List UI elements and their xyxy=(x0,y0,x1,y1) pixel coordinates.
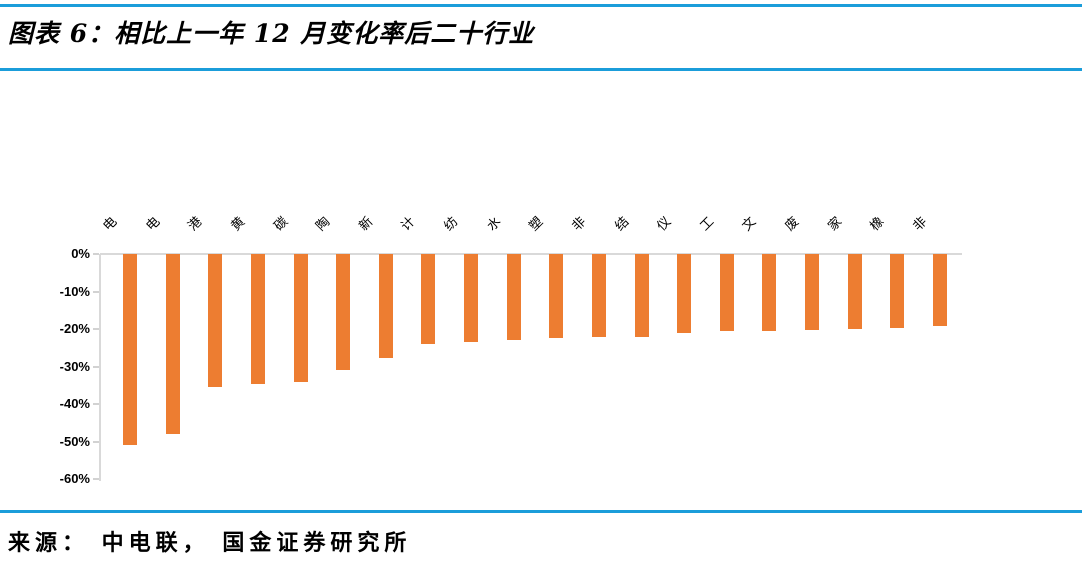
category-label: 工 xyxy=(696,213,717,234)
y-tick-label: -30% xyxy=(59,358,90,374)
bar xyxy=(165,254,180,434)
bar xyxy=(208,254,223,388)
source-note: 来源： 中电联， 国金证券研究所 xyxy=(8,530,412,556)
zero-baseline xyxy=(100,253,962,255)
category-label: 纺 xyxy=(440,213,461,234)
y-tick-label: -60% xyxy=(59,471,90,486)
category-label: 电 xyxy=(99,213,120,234)
title-divider xyxy=(0,68,1082,71)
y-tick-label: 0% xyxy=(71,246,90,261)
bar xyxy=(591,254,606,338)
bar xyxy=(549,254,564,338)
bar xyxy=(250,254,265,384)
bar xyxy=(719,254,734,332)
bar xyxy=(506,254,521,341)
bar xyxy=(677,254,692,333)
bar xyxy=(634,254,649,337)
category-label: 电 xyxy=(142,213,163,234)
y-tick-mark xyxy=(93,440,99,443)
y-tick-label: -20% xyxy=(59,321,90,336)
footer-divider xyxy=(0,510,1082,513)
category-label: 港 xyxy=(184,213,205,234)
y-tick-label: -40% xyxy=(59,396,90,411)
y-tick-mark xyxy=(93,478,99,480)
category-label: 仪 xyxy=(653,213,674,234)
category-label: 计 xyxy=(398,213,418,234)
chart-title: 图表 6：相比上一年 12 月变化率后二十行业 xyxy=(8,19,535,48)
category-label: 塑 xyxy=(526,213,546,234)
bar xyxy=(123,254,137,446)
y-tick-mark xyxy=(93,290,99,293)
y-tick-mark xyxy=(93,403,99,405)
category-label: 水 xyxy=(483,213,504,234)
y-tick-label: -10% xyxy=(59,283,90,299)
y-tick-label: -50% xyxy=(59,433,90,449)
category-label: 陶 xyxy=(312,213,333,234)
category-label: 黄 xyxy=(227,213,248,234)
category-label: 废 xyxy=(781,213,802,234)
bar xyxy=(762,254,777,331)
bar xyxy=(336,254,351,370)
y-tick-mark xyxy=(93,253,99,255)
category-label: 结 xyxy=(611,213,632,234)
category-label: 文 xyxy=(739,213,759,234)
category-label: 非 xyxy=(909,213,930,234)
bar xyxy=(847,254,862,329)
category-label: 碳 xyxy=(270,213,291,234)
bar xyxy=(293,254,308,382)
bar xyxy=(378,254,393,358)
category-label: 家 xyxy=(824,213,845,234)
category-label: 非 xyxy=(568,213,589,234)
y-tick-mark xyxy=(93,365,99,368)
y-tick-mark xyxy=(93,328,99,330)
bar xyxy=(421,254,436,344)
top-divider xyxy=(0,4,1082,7)
category-label: 新 xyxy=(355,213,376,234)
bar xyxy=(890,254,905,328)
bar xyxy=(464,254,479,342)
y-axis-line xyxy=(99,254,101,481)
bar xyxy=(932,254,947,327)
category-label: 橡 xyxy=(867,213,887,234)
bar xyxy=(805,254,820,330)
